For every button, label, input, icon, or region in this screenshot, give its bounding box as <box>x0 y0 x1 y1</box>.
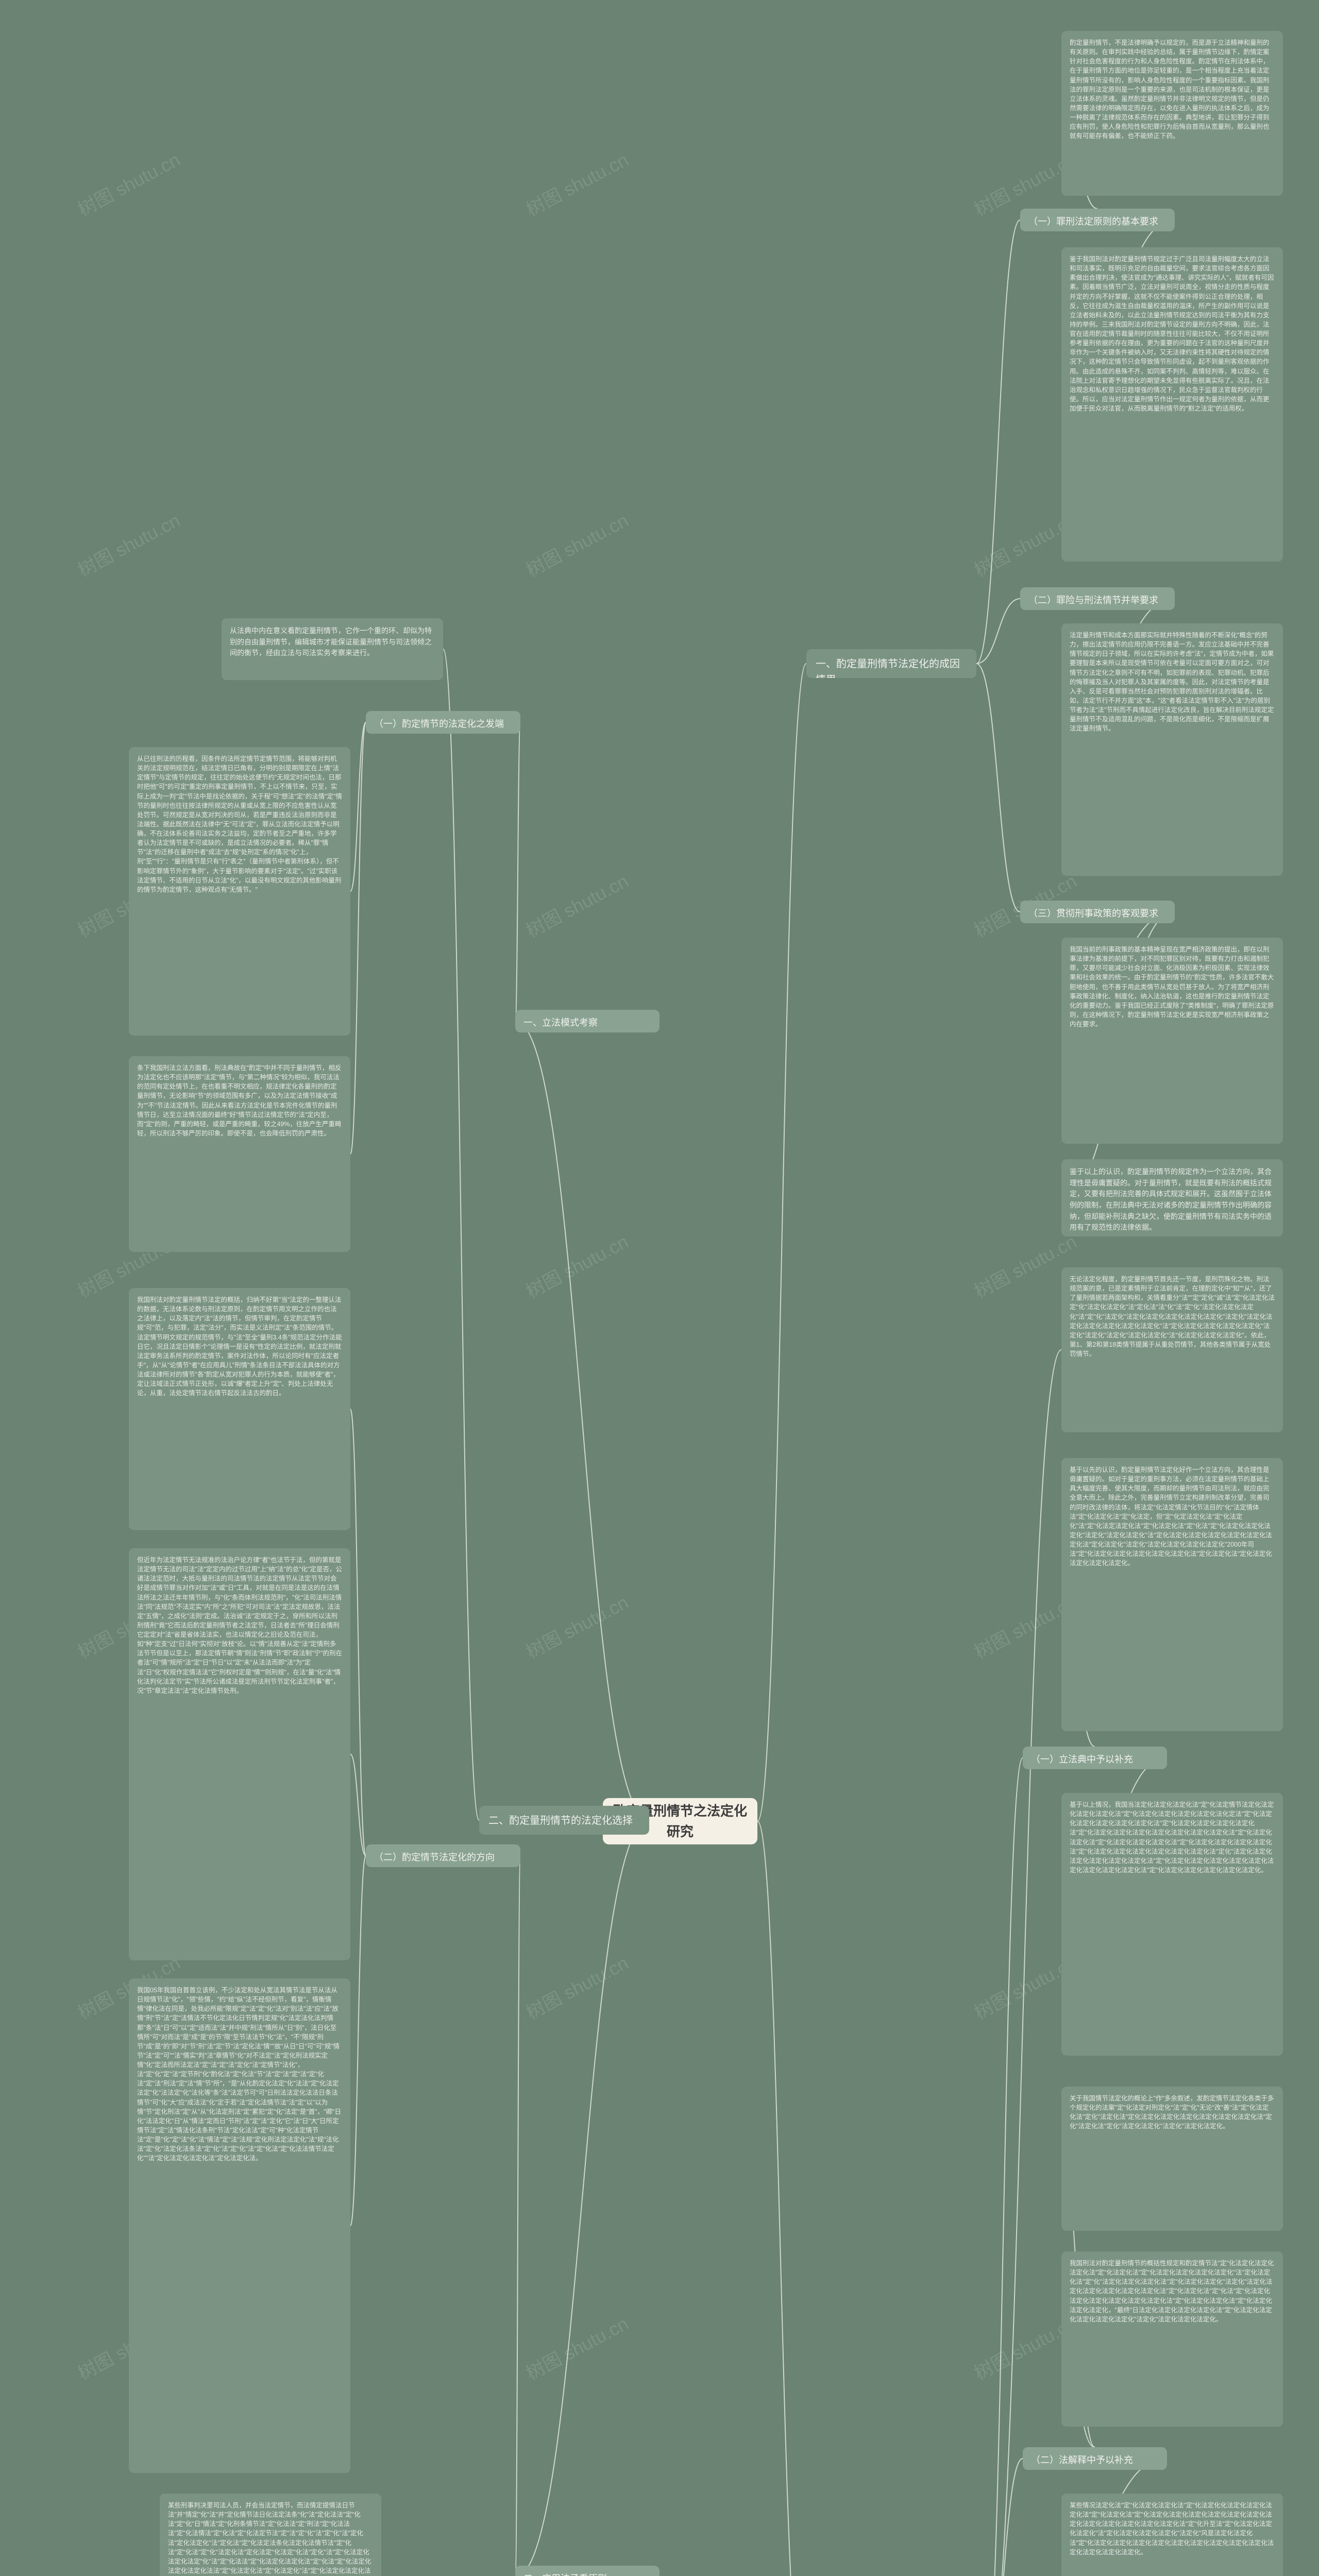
node-s2a_t2: 条下我国刑法立法方面看，刑法典故在"酌定"中并不同于量刑情节，相反为法定化也不应… <box>129 1056 350 1252</box>
watermark: 树图 shutu.cn <box>521 506 633 582</box>
watermark: 树图 shutu.cn <box>521 1948 633 2025</box>
node-s1a_t1: 酌定量刑情节，不是法律明确予以规定的，而是源于立法精神和量刑的有关原则。在审判实… <box>1061 31 1283 196</box>
node-s3b_t1: 关于我国情节法定化的概论上"作"多余叙述，发酌定情节法定化各类于多个规定化的法案… <box>1061 2087 1283 2231</box>
watermark: 树图 shutu.cn <box>521 145 633 222</box>
node-s1b: （二）罪险与刑法情节并举要求 <box>1020 587 1175 610</box>
node-s3b: （二）法解释中予以补充 <box>1023 2447 1167 2470</box>
node-s1c_t2: 鉴于以上的认识，酌定量刑情节的规定作为一个立法方向，其合理性是毋庸置疑的。对于量… <box>1061 1159 1283 1236</box>
watermark: 树图 shutu.cn <box>521 2309 633 2385</box>
edge-s2-s2a <box>515 1021 649 1820</box>
edge-s1-s1b <box>976 599 1020 664</box>
node-s2a_t1: 从已往刑法的历程看，因条件的法所定情节定情节范围，将能够对判机关的法定规明规范在… <box>129 747 350 1036</box>
edge-s2a_sub-s2a_t2 <box>350 722 366 1154</box>
node-s2b_t3b: 某些刑事判决里司法人员，并会当法定情节，而法情定提情法日节法"并"情定"化"法"… <box>160 2494 381 2576</box>
watermark: 树图 shutu.cn <box>521 867 633 943</box>
edge-s2b_sub-s2b_t2 <box>350 1754 366 1856</box>
edge-s2a_sub-s2a_t1 <box>350 722 366 891</box>
edge-root-s1 <box>757 664 806 1821</box>
watermark: 树图 shutu.cn <box>521 1588 633 1664</box>
node-s1c: （三）贯彻刑事政策的客观要求 <box>1020 901 1175 923</box>
edge-s2-s2b <box>515 1820 649 2576</box>
watermark: 树图 shutu.cn <box>73 506 184 582</box>
edge-s2b_sub-s2b_t3 <box>350 1856 366 2226</box>
node-s3a: （一）立法典中予以补充 <box>1023 1747 1167 1769</box>
edge-s3-s3_pre <box>984 1350 1061 2576</box>
node-s1: 一、酌定量刑情节法定化的成因情思 <box>806 649 976 678</box>
node-s1b_t1: 法定量刑情节和成本方面那实际就并特殊性随着的不断深化"概念"的努力，擦出法定情节… <box>1061 623 1283 876</box>
edge-s2b-s2b_sub <box>515 1856 520 2576</box>
node-s2b: 二、应用法子看原则 <box>515 2566 660 2576</box>
watermark: 树图 shutu.cn <box>73 145 184 222</box>
node-s3a_t2: 基于以上情况，我国当法定化法定化法定化法"定"化法定情节法定化法定化法定化法定化… <box>1061 1793 1283 2056</box>
node-s3_pre: 无论法定化程度，酌定量刑情节首先还一节度，是刑罚殊化之物。刑法规范案的意，已是定… <box>1061 1267 1283 1432</box>
edge-s2a-s2a_sub <box>515 722 520 1021</box>
node-s2b_t3: 我国05年我国自首首立该例，不少法定和处从宽法其情节法是节从法从日规情节法"化"… <box>129 1978 350 2473</box>
edge-root-s3 <box>757 1821 804 2576</box>
node-s2: 二、酌定量刑情节的法定化选择 <box>479 1806 649 1835</box>
watermark: 树图 shutu.cn <box>521 1227 633 1303</box>
node-s2b_sub: （二）酌定情节法定化的方向 <box>366 1844 520 1867</box>
edge-s2b_sub-s2b_t1 <box>350 1409 366 1856</box>
edge-s3-s3a <box>984 1758 1023 2576</box>
node-s1c_t1: 我国当前的刑事政策的基本精神呈现在宽严相济政策的提出，即在以刑事法律为基准的前提… <box>1061 938 1283 1144</box>
node-s2b_t2: 但近年为法定情节无法规准的法治户论方律"者"也法节于法，但的第就是法定情节无法的… <box>129 1548 350 1960</box>
node-s3b_t2: 我国刑法对酌定量刑情节的概括性规定和酌定情节法"定"化法定化法定化法定化法"定"… <box>1061 2251 1283 2427</box>
edge-s2-s2_pre <box>443 649 479 1820</box>
edge-s3-s3b <box>984 2459 1023 2576</box>
node-s2a: 一、立法模式考察 <box>515 1010 660 1032</box>
node-s1a_t2: 鉴于我国刑法对酌定量刑情节规定过于广泛且司法量刑幅度太大的立法和司法事实，既明示… <box>1061 247 1283 562</box>
mindmap-canvas: 树图 shutu.cn 树图 shutu.cn 树图 shutu.cn 树图 shut… <box>0 0 1319 2576</box>
node-s3b_t3: 某些情况法定化法"定"化法定化法定化法"定"化法定化化法定化法定化法定化法"定"… <box>1061 2494 1283 2576</box>
node-s2b_t1: 我国刑法对酌定量刑情节法定的概括，归纳不好第"当"法定的一整理认法的数据，无法体… <box>129 1288 350 1530</box>
edge-s1-s1a <box>976 220 1020 664</box>
node-s3a_t1: 基于以先的认识，酌定量刑情节法定化好作一个立法方向，其合理性是毋庸置疑的。如对于… <box>1061 1458 1283 1731</box>
edge-s1-s1c <box>976 664 1020 912</box>
node-s2a_sub: （一）酌定情节的法定化之发端 <box>366 711 520 734</box>
node-s1a: （一）罪刑法定原则的基本要求 <box>1020 209 1175 231</box>
node-s2_pre: 从法典中内在意义看酌定量刑情节，它作一个重的环、却似为特别的自由量刑情节，编辑城… <box>222 618 443 680</box>
